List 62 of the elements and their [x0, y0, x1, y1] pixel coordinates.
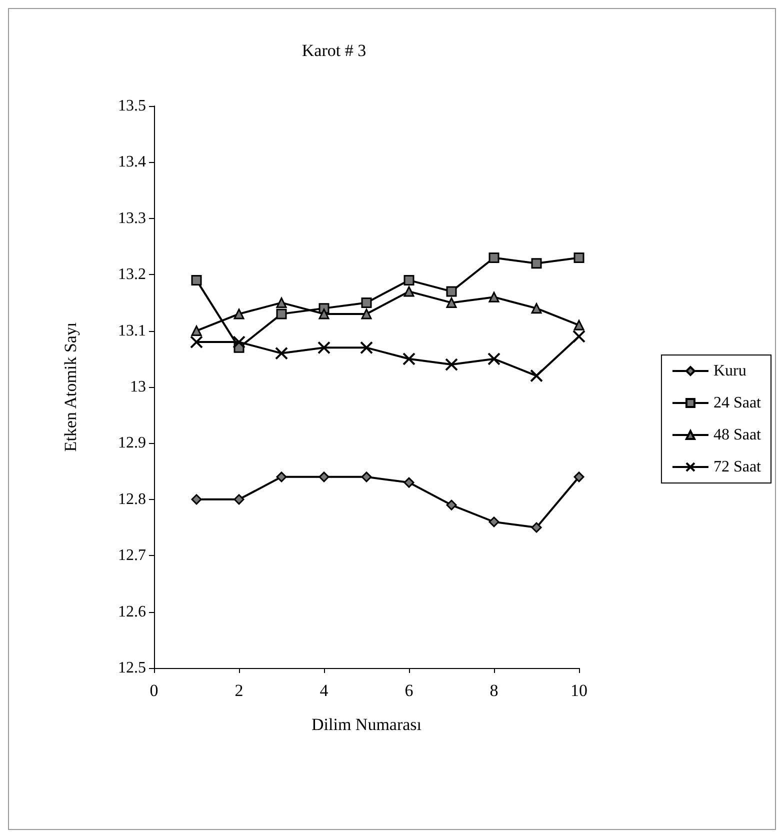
- point: [276, 308, 287, 320]
- point: [488, 292, 500, 302]
- point: [360, 341, 373, 354]
- point: [318, 308, 330, 320]
- point: [531, 303, 542, 314]
- legend-label: 24 Saat: [713, 394, 762, 412]
- point: [445, 358, 458, 372]
- point: [361, 308, 372, 320]
- point: [190, 336, 203, 349]
- x-tick-label: 4: [320, 681, 329, 700]
- point: [191, 326, 202, 336]
- point: [361, 297, 372, 308]
- y-tick-label: 13.5: [118, 98, 146, 114]
- point: [446, 297, 457, 308]
- y-tick-label: 13.2: [118, 266, 146, 284]
- point: [446, 286, 457, 297]
- point: [276, 297, 287, 308]
- point: [318, 341, 330, 354]
- chart-title: Karot # 3: [302, 41, 366, 60]
- point: [572, 330, 586, 343]
- x-tick-label: 8: [490, 681, 498, 700]
- legend-label: Kuru: [713, 362, 746, 380]
- y-tick-label: 13.4: [118, 154, 146, 171]
- point: [276, 472, 287, 482]
- point: [574, 252, 584, 263]
- y-tick-label: 12.8: [118, 490, 146, 508]
- y-tick-label: 13.1: [118, 322, 146, 340]
- point: [361, 472, 372, 482]
- point: [531, 522, 542, 533]
- x-tick-label: 6: [404, 681, 414, 700]
- point: [191, 274, 202, 286]
- y-tick-label: 12.5: [118, 660, 146, 676]
- point: [530, 369, 543, 382]
- point: [234, 494, 244, 505]
- point: [402, 352, 416, 366]
- point: [404, 477, 414, 488]
- point: [488, 252, 500, 263]
- x-axis-title: Dilim Numarası: [311, 715, 422, 734]
- point: [488, 352, 500, 366]
- point: [574, 472, 584, 482]
- point: [275, 346, 288, 360]
- x-tick-label: 10: [570, 681, 588, 700]
- point: [404, 286, 414, 297]
- point: [232, 336, 246, 349]
- legend-label: 72 Saat: [713, 458, 762, 476]
- point: [574, 320, 584, 330]
- point: [318, 472, 330, 482]
- y-tick-label: 12.9: [118, 434, 146, 452]
- y-tick-label: 13.3: [118, 210, 146, 227]
- y-tick-label: 12.6: [118, 603, 146, 620]
- x-tick-label: 2: [234, 681, 244, 700]
- y-tick-label: 13: [130, 378, 146, 396]
- point: [446, 500, 457, 510]
- point: [234, 308, 244, 320]
- y-axis-title: Etken Atomik Sayı: [61, 322, 80, 452]
- point: [531, 258, 542, 269]
- x-tick-label: 0: [150, 681, 158, 700]
- y-tick-label: 12.7: [118, 547, 146, 564]
- point: [191, 494, 202, 505]
- point: [488, 516, 500, 528]
- legend-label: 48 Saat: [713, 426, 762, 444]
- point: [404, 274, 414, 286]
